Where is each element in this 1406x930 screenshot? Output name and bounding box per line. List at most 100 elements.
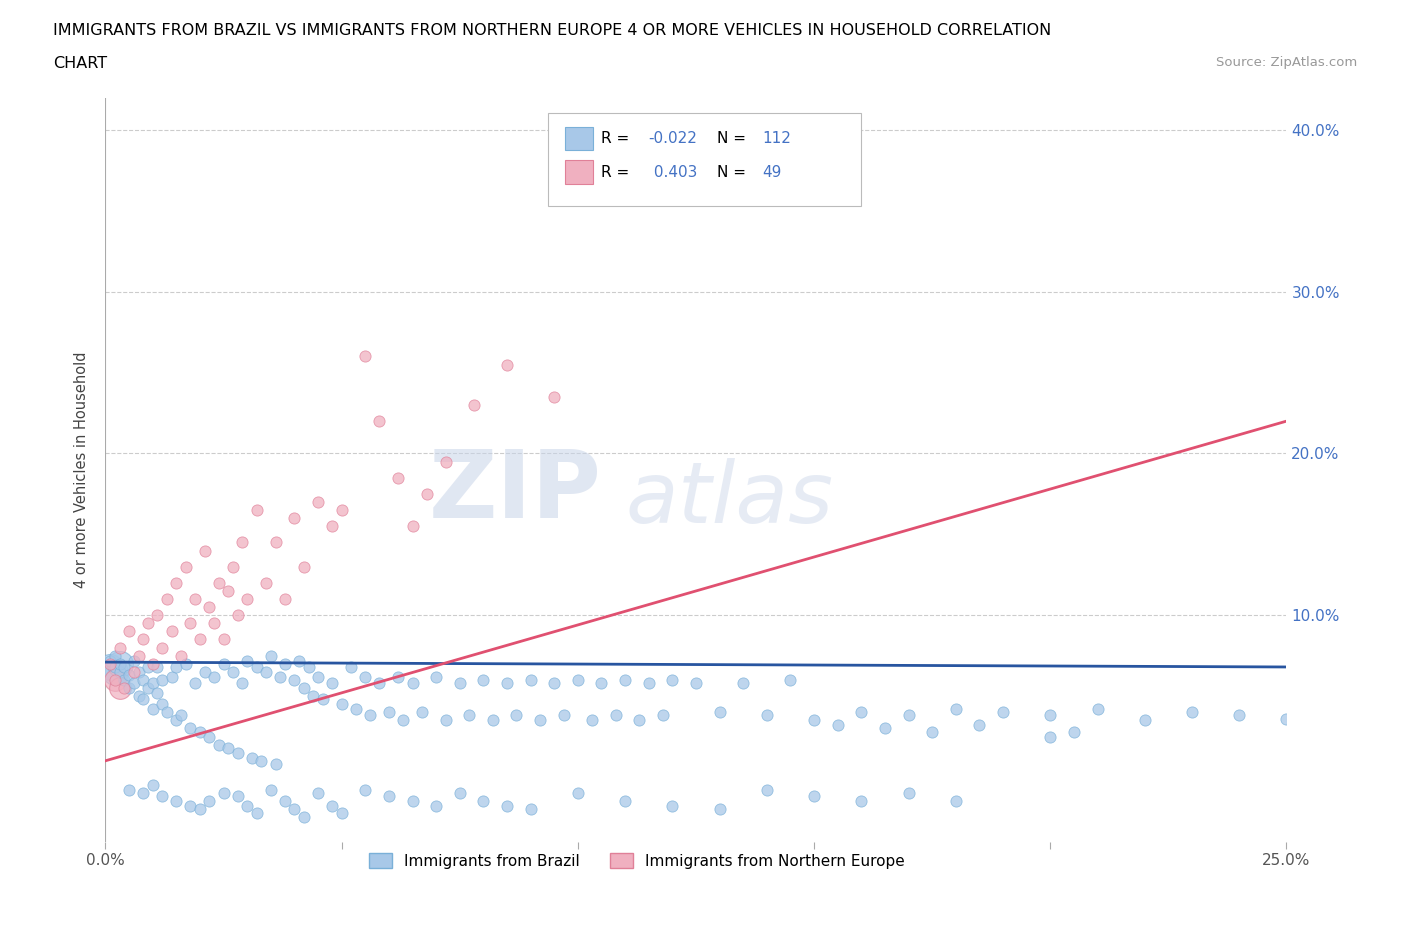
Point	[283, 511, 305, 525]
Point	[1275, 711, 1298, 726]
Point	[108, 657, 131, 671]
Point	[519, 802, 541, 817]
Point	[269, 670, 291, 684]
Text: Source: ZipAtlas.com: Source: ZipAtlas.com	[1216, 56, 1357, 69]
Point	[292, 681, 315, 696]
Point	[194, 664, 217, 679]
Text: IMMIGRANTS FROM BRAZIL VS IMMIGRANTS FROM NORTHERN EUROPE 4 OR MORE VEHICLES IN : IMMIGRANTS FROM BRAZIL VS IMMIGRANTS FRO…	[53, 23, 1052, 38]
Point	[136, 681, 159, 696]
Point	[628, 713, 651, 728]
Point	[104, 664, 127, 679]
Point	[472, 672, 495, 687]
Text: CHART: CHART	[53, 56, 107, 71]
Point	[1039, 708, 1062, 723]
Point	[340, 659, 363, 674]
Point	[434, 454, 457, 469]
Point	[184, 591, 207, 606]
Text: -0.022: -0.022	[648, 131, 697, 146]
Point	[98, 657, 121, 671]
Point	[254, 576, 277, 591]
Point	[150, 697, 173, 711]
Point	[496, 676, 519, 691]
Point	[142, 701, 165, 716]
Point	[543, 676, 565, 691]
Point	[897, 708, 920, 723]
Point	[614, 155, 637, 170]
Point	[188, 724, 211, 739]
Point	[543, 390, 565, 405]
Point	[1087, 701, 1109, 716]
Point	[254, 664, 277, 679]
Point	[292, 559, 315, 574]
Point	[411, 705, 433, 720]
Point	[458, 708, 481, 723]
Point	[302, 688, 325, 703]
Point	[122, 653, 145, 668]
Point	[128, 648, 150, 663]
Point	[246, 502, 269, 517]
Point	[118, 782, 141, 797]
Point	[136, 616, 159, 631]
Point	[142, 777, 165, 792]
Point	[136, 659, 159, 674]
FancyBboxPatch shape	[565, 126, 593, 151]
Point	[354, 349, 377, 364]
Point	[98, 653, 121, 668]
Text: 0.403: 0.403	[648, 165, 697, 179]
Point	[156, 591, 179, 606]
Point	[449, 676, 471, 691]
Point	[434, 713, 457, 728]
Point	[283, 672, 305, 687]
Text: atlas: atlas	[626, 458, 834, 541]
FancyBboxPatch shape	[565, 160, 593, 184]
Point	[330, 805, 353, 820]
Point	[142, 676, 165, 691]
Point	[165, 576, 187, 591]
Point	[128, 664, 150, 679]
Point	[392, 713, 415, 728]
Point	[425, 799, 447, 814]
Point	[330, 502, 353, 517]
Point	[112, 659, 135, 674]
Text: R =: R =	[602, 165, 634, 179]
Point	[226, 789, 249, 804]
Point	[472, 794, 495, 809]
Point	[260, 648, 283, 663]
Point	[174, 559, 197, 574]
Point	[160, 670, 183, 684]
Point	[307, 786, 329, 801]
Point	[202, 670, 225, 684]
Point	[581, 713, 603, 728]
Point	[945, 701, 967, 716]
Point	[1039, 729, 1062, 744]
Point	[150, 640, 173, 655]
Point	[212, 786, 235, 801]
Point	[236, 653, 259, 668]
Point	[425, 670, 447, 684]
Point	[651, 708, 673, 723]
Point	[108, 681, 131, 696]
Point	[104, 648, 127, 663]
Point	[246, 805, 269, 820]
Point	[104, 672, 127, 687]
Point	[496, 799, 519, 814]
Point	[146, 608, 169, 623]
Point	[661, 672, 683, 687]
Point	[401, 676, 423, 691]
Point	[1133, 713, 1156, 728]
Point	[274, 657, 297, 671]
Point	[198, 600, 221, 615]
Point	[378, 705, 401, 720]
Point	[146, 685, 169, 700]
Point	[354, 782, 377, 797]
Legend: Immigrants from Brazil, Immigrants from Northern Europe: Immigrants from Brazil, Immigrants from …	[363, 847, 911, 875]
Point	[188, 632, 211, 647]
Point	[122, 664, 145, 679]
Point	[685, 676, 707, 691]
Point	[330, 697, 353, 711]
Point	[165, 659, 187, 674]
Point	[1181, 705, 1204, 720]
Point	[236, 591, 259, 606]
Point	[128, 688, 150, 703]
Point	[264, 535, 287, 550]
